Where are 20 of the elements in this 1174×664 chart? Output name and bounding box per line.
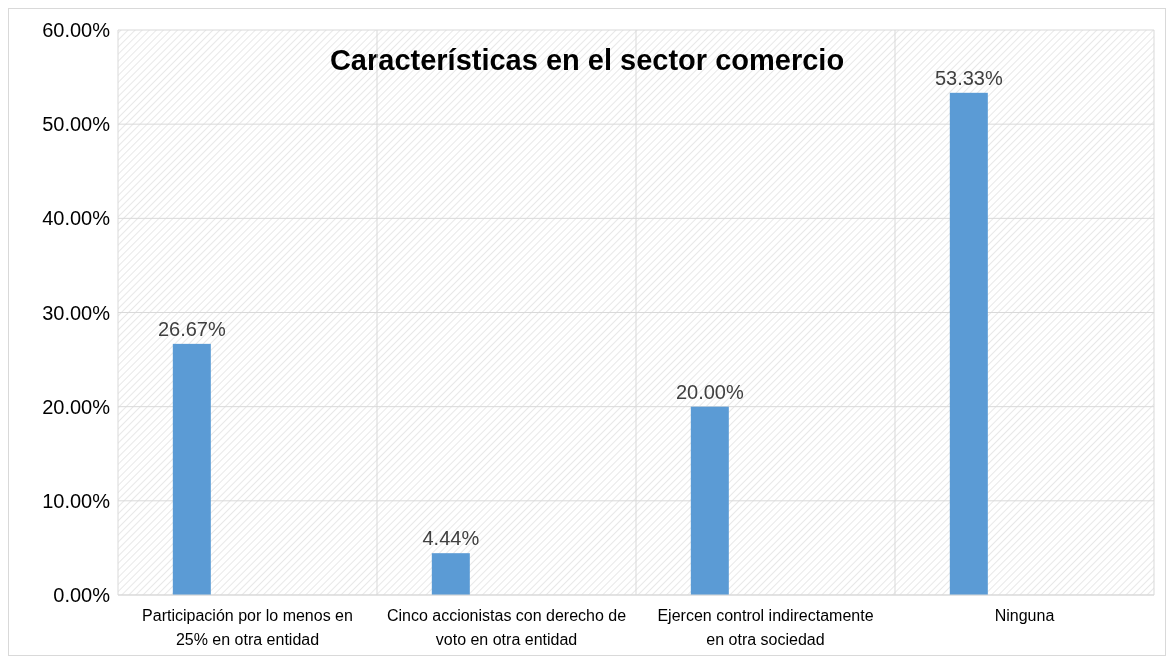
y-tick-label: 50.00% — [42, 113, 111, 136]
x-tick-label: Ejercen control indirectamente en otra sociedad — [657, 607, 874, 648]
data-label: 4.44% — [422, 527, 480, 550]
data-label: 53.33% — [934, 66, 1003, 89]
y-tick-label: 30.00% — [42, 301, 111, 324]
bar — [172, 343, 211, 595]
y-tick-label: 40.00% — [42, 207, 111, 230]
data-label: 20.00% — [675, 380, 744, 403]
x-tick-label: Participación por lo menos en 25% en otra entidad — [142, 607, 353, 648]
y-tick-label: 60.00% — [42, 19, 111, 41]
y-tick-label: 20.00% — [42, 395, 111, 418]
y-tick-label: 0.00% — [53, 584, 111, 606]
text: Características en el sector comercio — [329, 44, 845, 76]
data-label: 26.67% — [157, 317, 226, 340]
x-tick-label: Ninguna — [994, 607, 1055, 624]
y-tick-label: 10.00% — [42, 489, 111, 512]
bar — [690, 406, 729, 595]
bar — [431, 553, 470, 595]
bar — [949, 92, 988, 595]
x-tick-label: Cinco accionistas con derecho de voto en otra entidad — [386, 607, 627, 648]
